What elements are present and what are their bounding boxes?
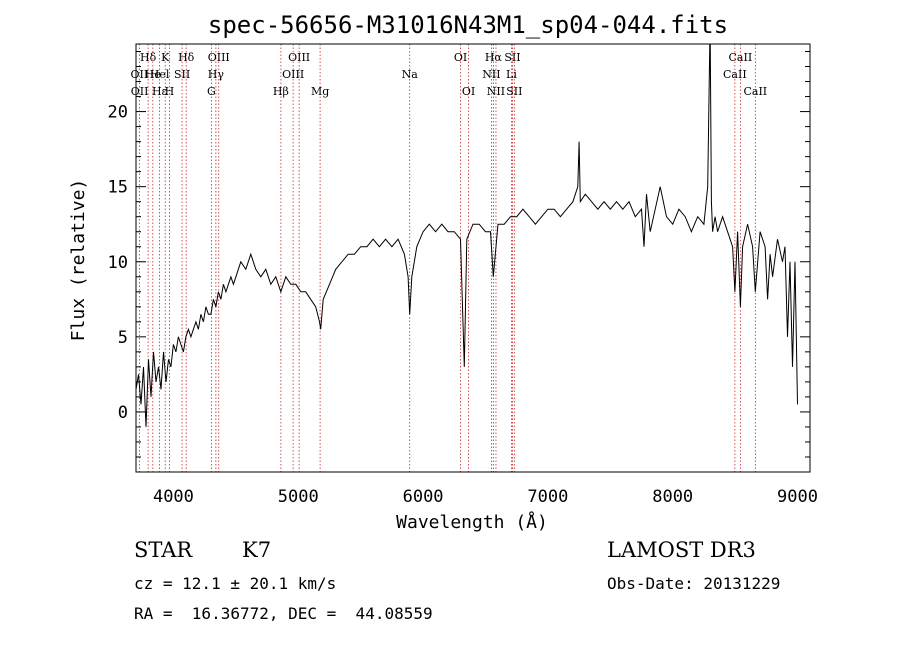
line-label: K — [161, 51, 170, 64]
y-axis-label: Flux (relative) — [68, 179, 89, 342]
line-label: H — [165, 85, 175, 98]
survey-name: LAMOST DR3 — [607, 538, 756, 562]
x-tick-label: 8000 — [652, 487, 693, 507]
plot-frame — [135, 43, 811, 473]
line-label: Hel — [150, 68, 170, 81]
subclass: K7 — [242, 538, 272, 562]
x-tick-label: 5000 — [278, 487, 319, 507]
x-tick-label: 4000 — [153, 487, 194, 507]
object-class: STAR — [134, 538, 193, 562]
spectrum-series — [136, 44, 798, 427]
line-label: Na — [402, 68, 419, 81]
line-label: CaII — [743, 85, 767, 98]
x-tick-label: 7000 — [527, 487, 568, 507]
chart-title: spec-56656-M31016N43M1_sp04-044.fits — [208, 11, 728, 39]
line-label: CaII — [729, 51, 753, 64]
x-axis-label: Wavelength (Å) — [396, 511, 548, 533]
line-label: Hγ — [208, 68, 225, 81]
coordinates: RA = 16.36772, DEC = 44.08559 — [134, 604, 433, 623]
x-axis: 4000 5000 6000 7000 8000 9000 — [153, 487, 818, 507]
line-label: OII — [131, 68, 149, 81]
obs-date: Obs-Date: 20131229 — [607, 574, 781, 593]
redshift-text: cz = 12.1 ± 20.1 km/s — [134, 574, 337, 593]
line-label: OIII — [208, 51, 230, 64]
y-tick-label: 15 — [108, 178, 128, 198]
line-label: Hδ — [140, 51, 157, 64]
x-tick-label: 6000 — [403, 487, 444, 507]
line-label: Hβ — [273, 85, 289, 98]
line-label: OIII — [288, 51, 310, 64]
x-tick-label: 9000 — [777, 487, 818, 507]
y-tick-label: 20 — [108, 103, 128, 123]
line-label: OI — [462, 85, 475, 98]
line-label: OIII — [282, 68, 304, 81]
line-label: CaII — [723, 68, 747, 81]
line-label: SII — [506, 85, 522, 98]
y-tick-label: 0 — [118, 403, 128, 423]
y-axis: 0 5 10 15 20 — [108, 51, 810, 458]
line-label: Mg — [311, 85, 329, 98]
spectrum-line — [136, 44, 798, 427]
line-markers — [138, 44, 756, 472]
y-tick-label: 5 — [118, 328, 128, 348]
line-label: Li — [506, 68, 517, 81]
line-label: He — [145, 68, 161, 81]
line-label: OII — [131, 85, 149, 98]
line-label: G — [207, 85, 216, 98]
line-label: NII — [487, 85, 505, 98]
line-label: Hα — [485, 51, 503, 64]
y-tick-label: 10 — [108, 253, 128, 273]
line-label: Hε — [152, 85, 168, 98]
line-label: NII — [482, 68, 500, 81]
line-label: SII — [174, 68, 190, 81]
line-label: SII — [504, 51, 520, 64]
line-label: Hδ — [178, 51, 195, 64]
line-label: OI — [454, 51, 467, 64]
